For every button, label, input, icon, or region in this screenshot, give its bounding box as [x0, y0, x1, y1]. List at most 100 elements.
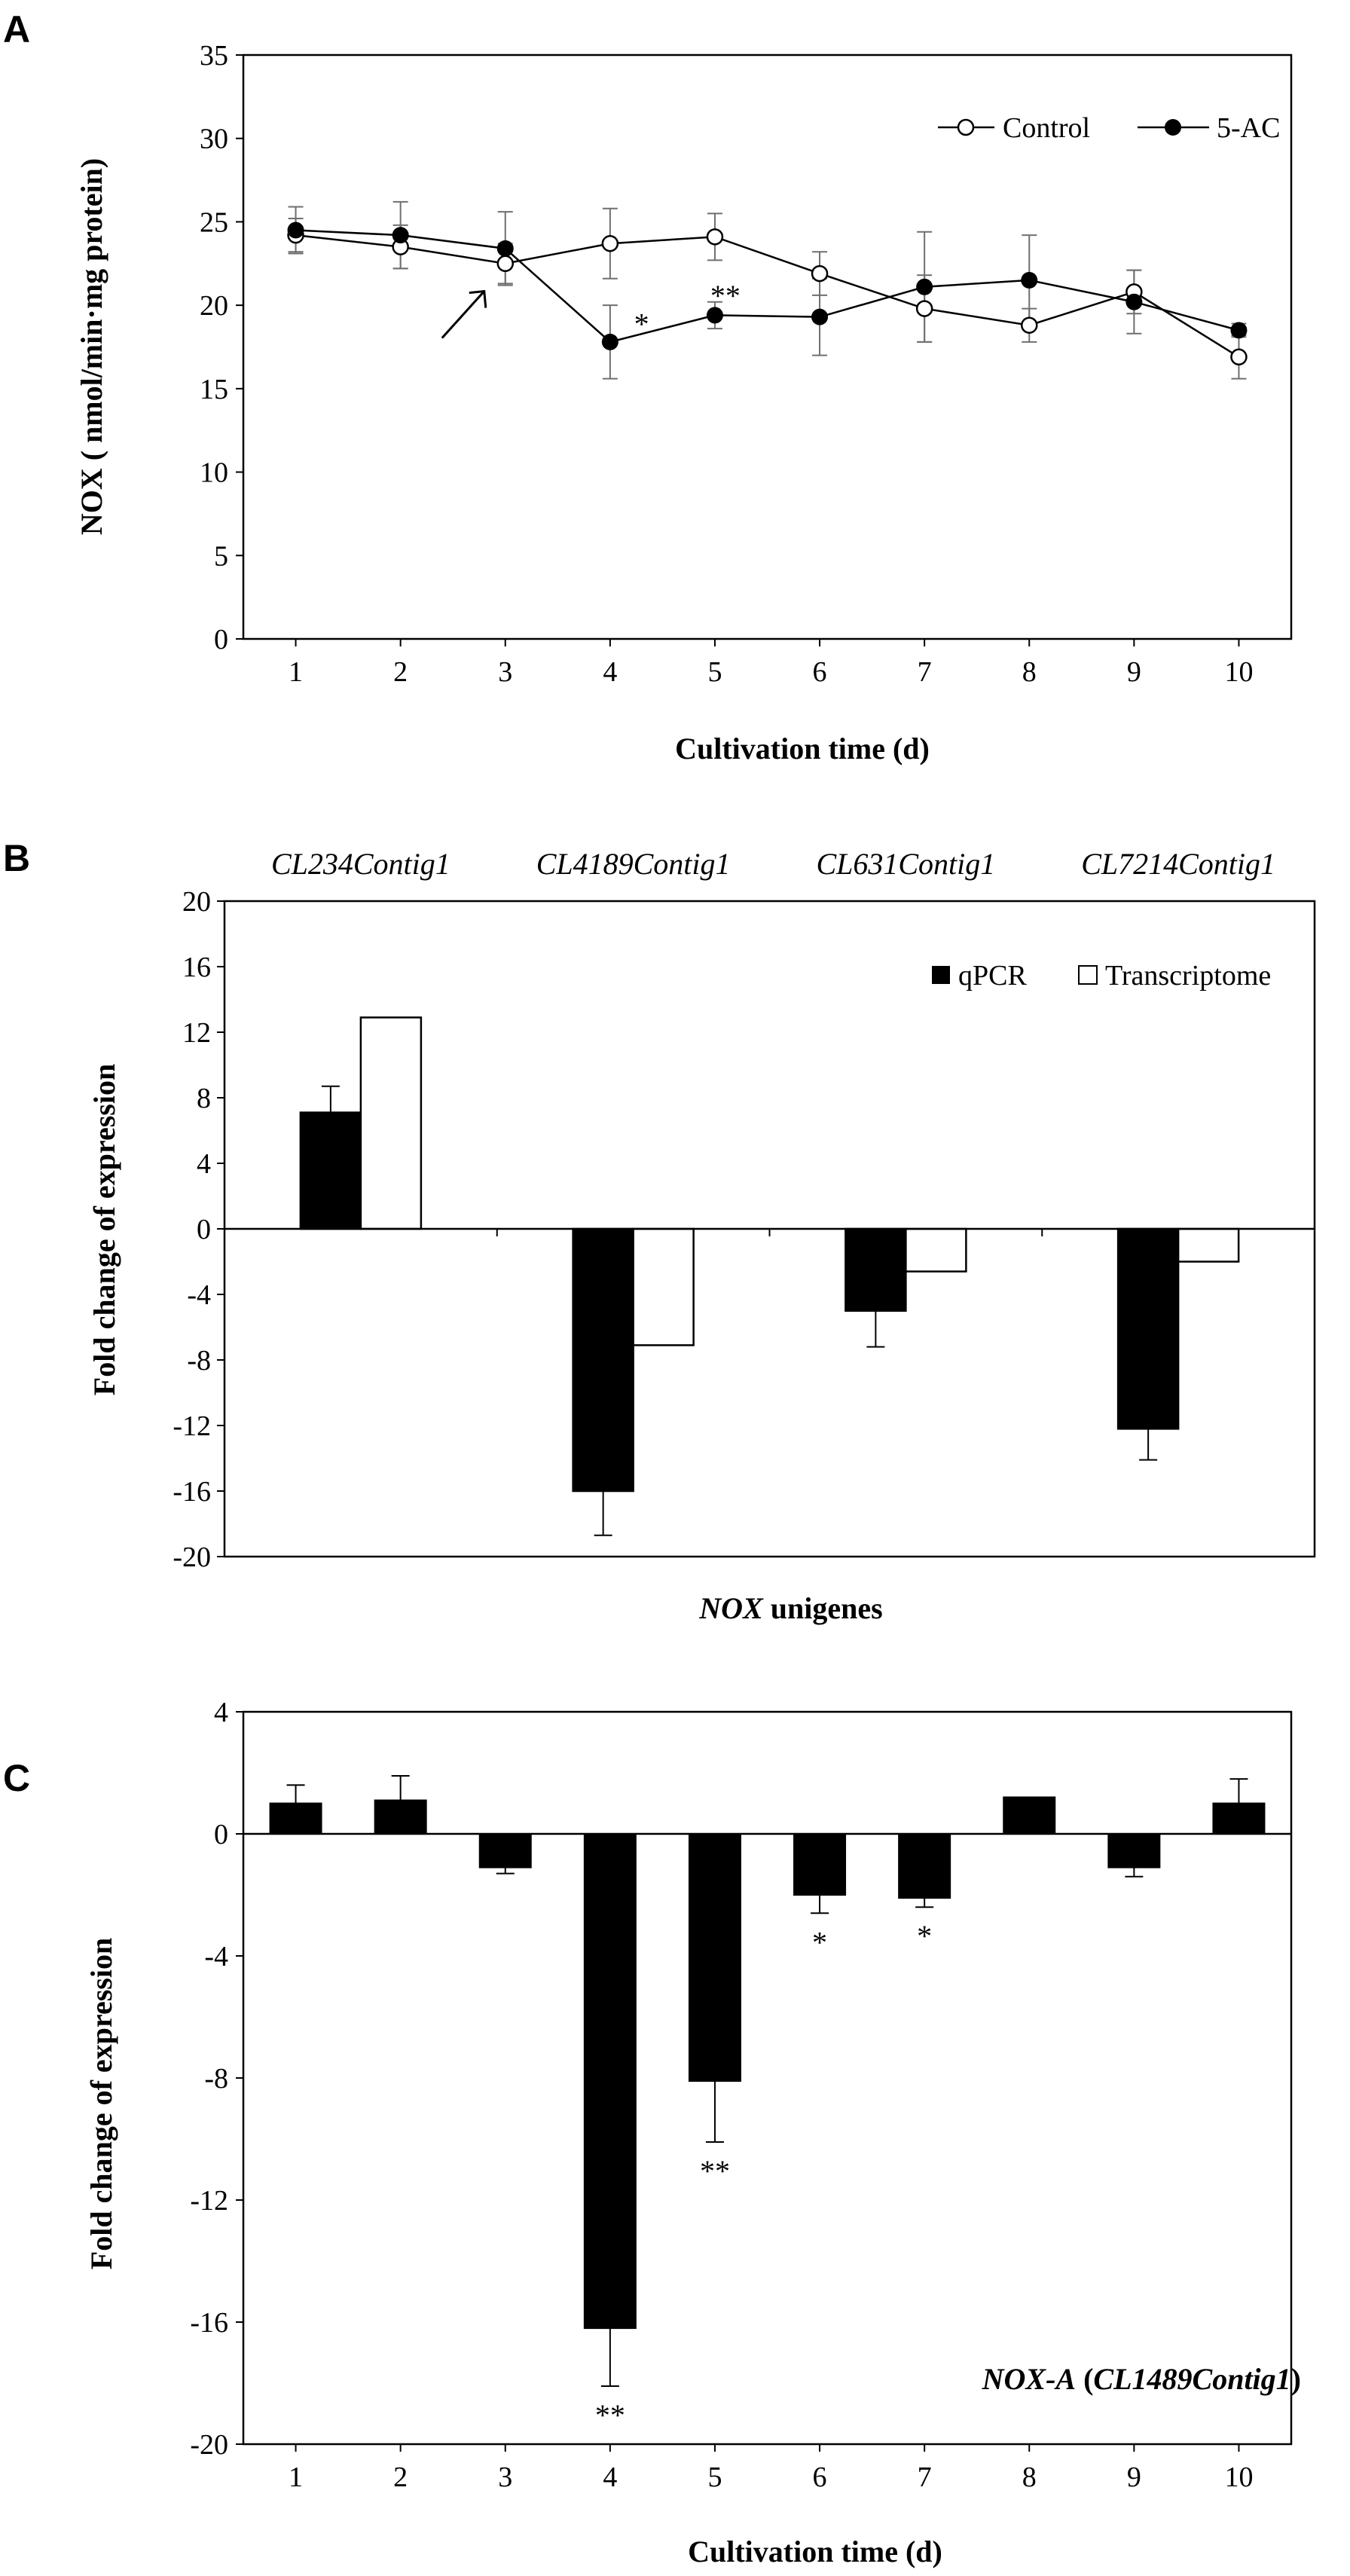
- bar-transcriptome: [1177, 1227, 1240, 1263]
- bar-transcriptome: [905, 1227, 967, 1273]
- point-5ac: [601, 333, 618, 350]
- category-label-b: CL4189Contig1: [536, 847, 731, 881]
- y-tick-label-b: 12: [182, 1017, 211, 1049]
- category-label-b: CL234Contig1: [271, 847, 451, 881]
- bar-c: [269, 1802, 322, 1835]
- x-axis-title-b: NOX unigenes: [698, 1591, 882, 1625]
- y-tick-label-a: 25: [200, 206, 228, 238]
- panel-c: C -20-16-12-8-404 1 2 3 4 5 6 7 8 9 10 ***** * NOX…: [3, 1697, 1301, 2568]
- y-tick-label-b: 16: [182, 952, 211, 983]
- bar-qpcr: [845, 1227, 907, 1312]
- y-axis-title-a: NOX ( nmol/min·mg protein): [75, 158, 108, 535]
- x-tick-label-a: 9: [1127, 656, 1141, 688]
- y-tick-label-c: -8: [204, 2063, 228, 2095]
- bar-c: [1003, 1796, 1056, 1835]
- x-tick-label-c: 2: [393, 2461, 408, 2493]
- note-paren-open: (: [1076, 2362, 1093, 2396]
- significance-a: ***: [634, 279, 741, 341]
- series-lines-a: [295, 229, 1240, 358]
- y-tick-label-c: -4: [204, 1941, 228, 1972]
- point-control: [811, 264, 829, 283]
- bar-c: [793, 1833, 847, 1896]
- x-tick-label-c: 6: [813, 2461, 827, 2493]
- panel-label-a: A: [3, 8, 30, 50]
- y-tick-label-b: -20: [173, 1542, 211, 1573]
- y-axis-title-c: Fold change of expression: [84, 1938, 118, 2269]
- bar-c: [583, 1833, 637, 2330]
- bar-c: [1107, 1833, 1161, 1869]
- y-tick-label-a: 15: [200, 374, 228, 405]
- y-tick-label-b: 8: [197, 1083, 211, 1114]
- point-5ac: [706, 307, 723, 324]
- y-tick-label-b: -4: [187, 1279, 211, 1311]
- bars-b: [299, 1016, 1240, 1493]
- point-control: [601, 234, 619, 252]
- legend-5ac-label: 5-AC: [1217, 112, 1280, 144]
- point-5ac: [496, 240, 514, 257]
- category-label-b: CL7214Contig1: [1081, 847, 1275, 881]
- series-line-5ac: [295, 229, 1239, 344]
- note-gene-name: NOX-A: [982, 2362, 1076, 2396]
- x-axis-title-a: Cultivation time (d): [675, 732, 930, 765]
- legend-control-marker: [957, 118, 975, 136]
- legend-a: Control 5-AC: [938, 112, 1280, 144]
- significance-mark-c: *: [917, 1919, 932, 1953]
- x-tick-label-a: 4: [603, 656, 617, 688]
- point-control: [1230, 348, 1248, 366]
- x-tick-label-c: 4: [603, 2461, 617, 2493]
- x-axis-title-c: Cultivation time (d): [688, 2535, 942, 2568]
- y-tick-label-a: 20: [200, 290, 228, 322]
- bar-qpcr: [572, 1227, 634, 1493]
- x-tick-label-a: 8: [1022, 656, 1037, 688]
- legend-control-label: Control: [1003, 112, 1090, 144]
- series-points-a: [287, 222, 1248, 366]
- bar-c: [1212, 1802, 1266, 1835]
- bar-c: [374, 1799, 427, 1835]
- x-tick-label-c: 8: [1022, 2461, 1037, 2493]
- x-tick-label-a: 1: [289, 656, 303, 688]
- y-axis-title-b: Fold change of expression: [87, 1064, 121, 1395]
- significance-c: ***** *: [595, 1919, 932, 2432]
- y-axis-b: -20 -16 -12 -8 -4 0 4 8 12 16 20: [173, 886, 224, 1573]
- bar-qpcr: [299, 1111, 362, 1230]
- point-control: [496, 255, 514, 273]
- legend-transcriptome-swatch: [1078, 965, 1098, 985]
- point-5ac: [1230, 322, 1248, 339]
- y-tick-label-a: 5: [214, 540, 228, 572]
- panel-label-c: C: [3, 1757, 30, 1799]
- error-bars-c: [286, 1775, 1248, 2388]
- x-tick-label-c: 10: [1224, 2461, 1253, 2493]
- y-tick-label-b: 4: [197, 1148, 211, 1180]
- x-tick-label-a: 7: [918, 656, 932, 688]
- bar-c: [688, 1833, 741, 2082]
- x-axis-title-b-italic: NOX: [698, 1591, 764, 1625]
- point-control: [706, 228, 724, 246]
- bar-qpcr: [1116, 1227, 1180, 1430]
- error-bars-a: [288, 200, 1247, 380]
- x-tick-label-c: 5: [707, 2461, 722, 2493]
- y-axis-c: -20 -16 -12 -8 -4 0 4: [190, 1697, 243, 2461]
- legend-qpcr-label: qPCR: [958, 960, 1027, 992]
- x-tick-label-a: 2: [393, 656, 408, 688]
- category-labels-b: CL234Contig1 CL4189Contig1 CL631Contig1 CL7…: [271, 847, 1275, 881]
- x-tick-label-a: 6: [813, 656, 827, 688]
- y-tick-label-a: 30: [200, 124, 228, 155]
- y-tick-label-b: -16: [173, 1476, 211, 1508]
- x-tick-label-a: 5: [707, 656, 722, 688]
- significance-mark-c: **: [700, 2154, 730, 2188]
- y-tick-label-c: -16: [190, 2307, 228, 2339]
- bar-transcriptome: [359, 1016, 423, 1230]
- point-5ac: [1021, 271, 1038, 289]
- x-tick-label-c: 7: [918, 2461, 932, 2493]
- point-5ac: [287, 222, 304, 239]
- y-tick-label-c: 0: [214, 1819, 228, 1850]
- error-bars-b: [321, 1085, 1158, 1536]
- series-line-control: [295, 234, 1240, 358]
- y-tick-label-c: -20: [190, 2429, 228, 2461]
- panel-c-note: NOX-A (CL1489Contig1): [982, 2362, 1301, 2396]
- x-tick-label-a: 3: [498, 656, 512, 688]
- x-axis-a: 1 2 3 4 5 6 7 8 9 10: [289, 639, 1253, 688]
- x-tick-label-c: 3: [498, 2461, 512, 2493]
- y-tick-label-c: -12: [190, 2185, 228, 2217]
